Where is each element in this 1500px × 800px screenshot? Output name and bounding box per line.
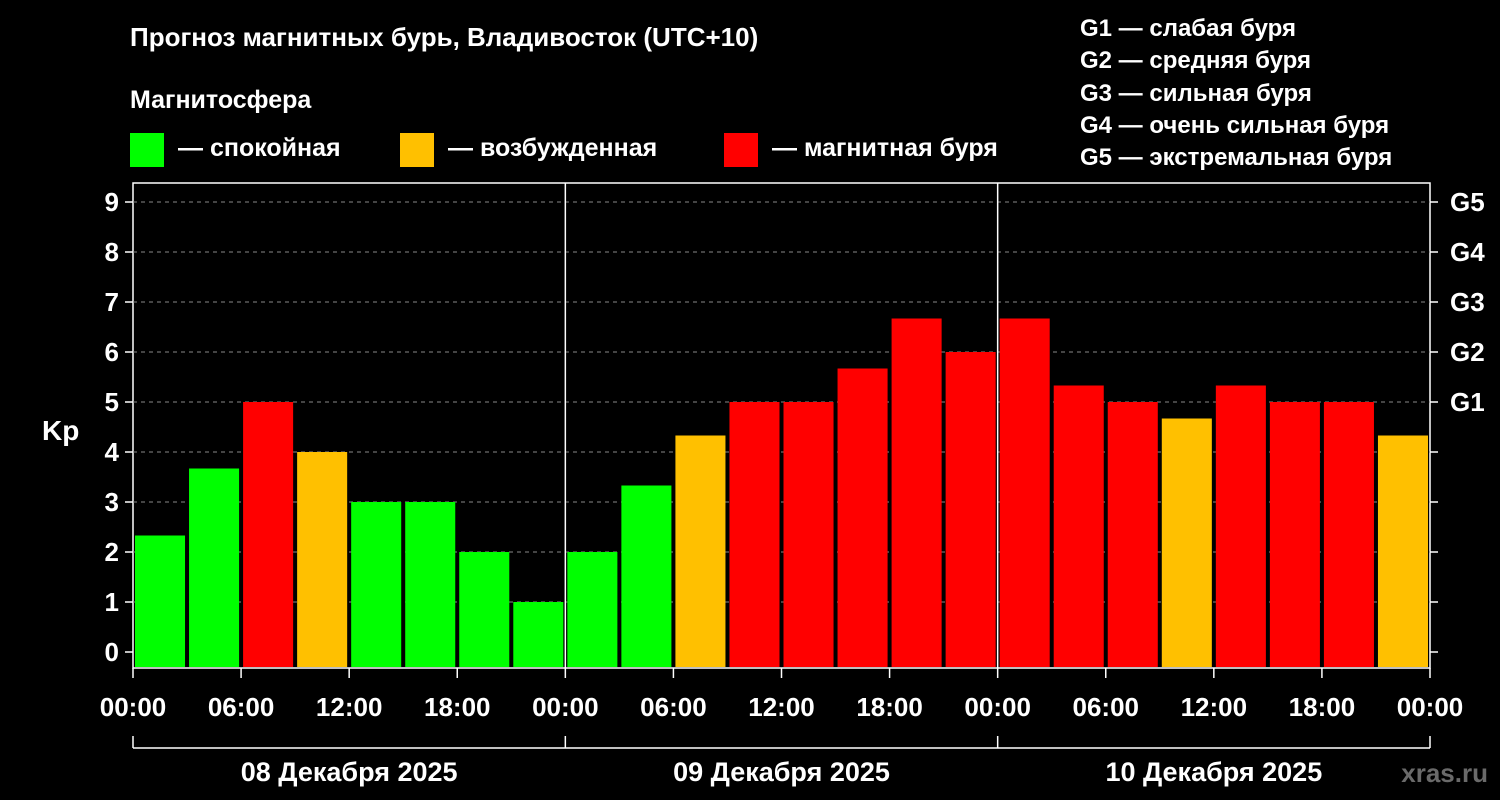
kp-bar xyxy=(621,485,672,667)
kp-bar xyxy=(567,552,618,667)
kp-bar xyxy=(1377,435,1428,667)
x-tick-label: 18:00 xyxy=(1289,692,1356,722)
y-tick-label: 6 xyxy=(105,337,119,367)
kp-bar xyxy=(135,535,186,667)
x-tick-label: 06:00 xyxy=(640,692,707,722)
kp-bar xyxy=(513,602,564,667)
chart-title: Прогноз магнитных бурь, Владивосток (UTC… xyxy=(130,22,759,52)
legend-swatch-storm xyxy=(724,133,758,167)
y-axis-label: Kp xyxy=(42,415,79,446)
g-legend-item: G4 — очень сильная буря xyxy=(1080,112,1390,139)
y-tick-label: 5 xyxy=(105,387,119,417)
g-scale-label: G3 xyxy=(1450,287,1485,317)
legend-label-calm: — спокойная xyxy=(178,134,341,162)
y-tick-label: 1 xyxy=(105,587,119,617)
kp-bar xyxy=(1161,418,1212,667)
x-tick-label: 12:00 xyxy=(1181,692,1248,722)
kp-bar xyxy=(405,502,456,667)
y-tick-label: 4 xyxy=(105,437,120,467)
day-label: 08 Декабря 2025 xyxy=(241,757,458,787)
x-tick-label: 00:00 xyxy=(964,692,1031,722)
g-scale-label: G1 xyxy=(1450,387,1485,417)
x-tick-label: 18:00 xyxy=(856,692,923,722)
legend-swatch-excited xyxy=(400,133,434,167)
kp-bar xyxy=(1107,402,1158,667)
kp-bar xyxy=(783,402,834,667)
kp-bar xyxy=(675,435,726,667)
y-tick-label: 9 xyxy=(105,187,119,217)
g-legend-item: G3 — сильная буря xyxy=(1080,80,1312,107)
x-tick-label: 00:00 xyxy=(100,692,167,722)
kp-bar xyxy=(1053,385,1104,667)
kp-bar xyxy=(891,318,942,667)
g-legend-item: G5 — экстремальная буря xyxy=(1080,144,1393,171)
y-tick-label: 0 xyxy=(105,637,119,667)
x-tick-label: 06:00 xyxy=(1073,692,1140,722)
kp-bar xyxy=(999,318,1050,667)
kp-bar xyxy=(459,552,510,667)
y-tick-label: 2 xyxy=(105,537,119,567)
kp-bar xyxy=(729,402,780,667)
day-label: 10 Декабря 2025 xyxy=(1105,757,1322,787)
kp-bar xyxy=(1323,402,1374,667)
legend-label-storm: — магнитная буря xyxy=(772,134,998,162)
kp-bar xyxy=(1215,385,1266,667)
kp-bar xyxy=(297,452,348,667)
g-scale-label: G5 xyxy=(1450,187,1485,217)
kp-bar xyxy=(351,502,402,667)
legend-title: Магнитосфера xyxy=(130,86,312,114)
x-tick-label: 18:00 xyxy=(424,692,491,722)
legend-swatch-calm xyxy=(130,133,164,167)
g-scale-label: G4 xyxy=(1450,237,1485,267)
x-tick-label: 00:00 xyxy=(532,692,599,722)
y-tick-label: 7 xyxy=(105,287,119,317)
g-legend-item: G1 — слабая буря xyxy=(1080,15,1297,42)
kp-bar xyxy=(945,352,996,667)
x-tick-label: 00:00 xyxy=(1397,692,1464,722)
kp-bar xyxy=(243,402,294,667)
kp-bar xyxy=(837,368,888,667)
g-scale-label: G2 xyxy=(1450,337,1485,367)
watermark: xras.ru xyxy=(1401,758,1488,788)
kp-bar xyxy=(1269,402,1320,667)
day-label: 09 Декабря 2025 xyxy=(673,757,890,787)
x-tick-label: 12:00 xyxy=(748,692,815,722)
y-tick-label: 8 xyxy=(105,237,119,267)
kp-bar xyxy=(189,468,240,667)
y-tick-label: 3 xyxy=(105,487,119,517)
legend-label-excited: — возбужденная xyxy=(448,134,658,162)
g-legend-item: G2 — средняя буря xyxy=(1080,47,1311,74)
x-tick-label: 12:00 xyxy=(316,692,383,722)
x-tick-label: 06:00 xyxy=(208,692,275,722)
